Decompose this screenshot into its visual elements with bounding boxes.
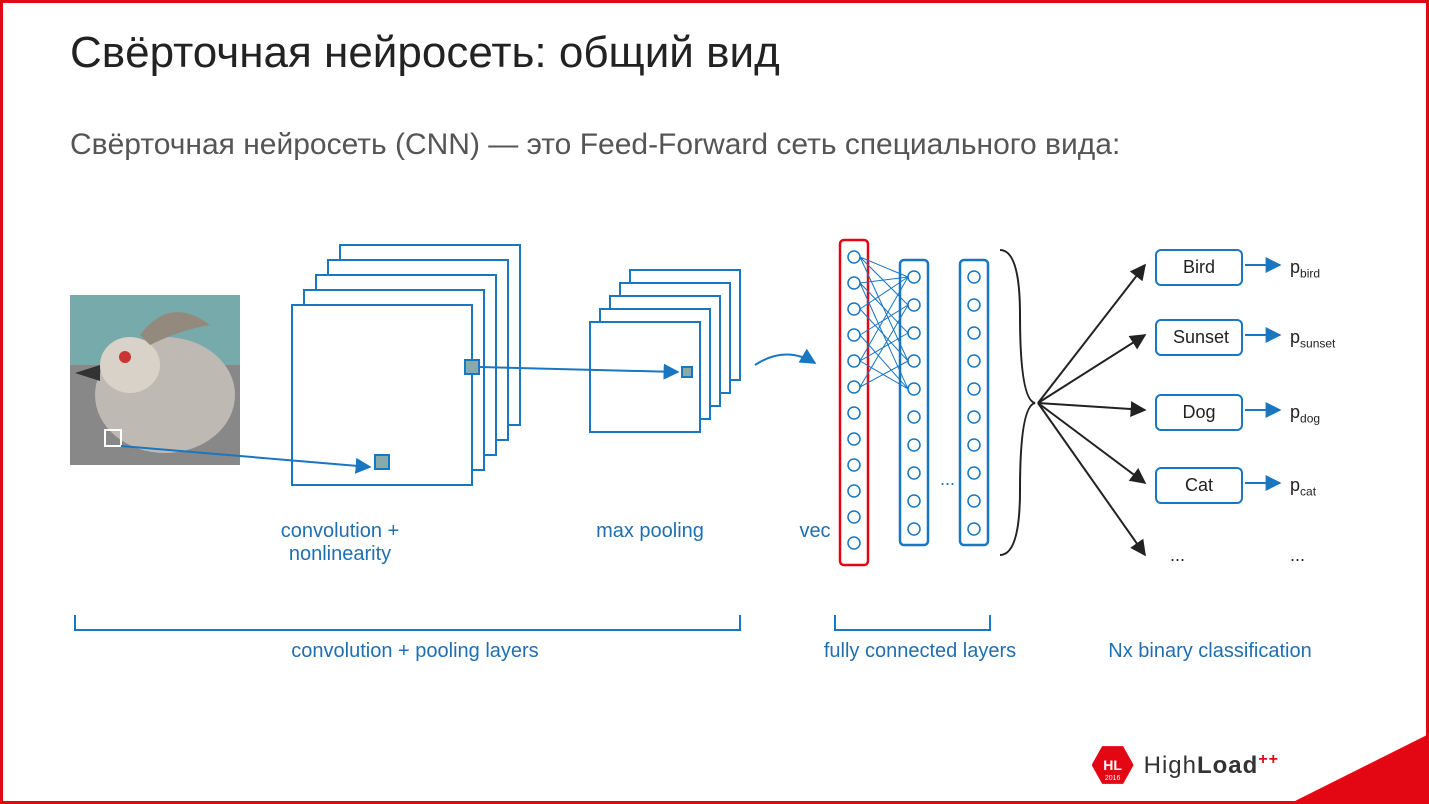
label-vec: vec	[790, 520, 840, 543]
hl-badge-icon: HL 2016	[1092, 744, 1134, 786]
pool-stack	[590, 270, 740, 432]
conv-stack-1	[292, 245, 520, 485]
slide-title: Свёрточная нейросеть: общий вид	[70, 28, 780, 78]
slide-subtitle: Свёрточная нейросеть (CNN) — это Feed-Fo…	[70, 125, 1370, 166]
label-pool: max pooling	[575, 520, 725, 543]
footer-logo: HL 2016 HighLoad++	[1092, 744, 1279, 786]
output-box-bird: Bird	[1155, 249, 1243, 286]
svg-text:...: ...	[940, 469, 955, 489]
label-fc: fully connected layers	[810, 640, 1030, 663]
output-ellipsis: ...	[1170, 545, 1185, 566]
output-box-cat: Cat	[1155, 467, 1243, 504]
label-conv: convolution +nonlinearity	[250, 520, 430, 566]
output-box-dog: Dog	[1155, 394, 1243, 431]
logo-text: HighLoad++	[1144, 751, 1279, 780]
prob-dog: pdog	[1290, 402, 1320, 426]
prob-bird: pbird	[1290, 257, 1320, 281]
prob-sunset: psunset	[1290, 327, 1335, 351]
label-section-left: convolution + pooling layers	[240, 640, 590, 663]
prob-cat: pcat	[1290, 475, 1316, 499]
cnn-diagram: ... convolution +nonlinearity max poolin…	[70, 235, 1370, 665]
output-box-sunset: Sunset	[1155, 319, 1243, 356]
slide-corner	[1289, 734, 1429, 804]
prob-ellipsis: ...	[1290, 545, 1305, 566]
label-section-right: Nx binary classification	[1090, 640, 1330, 663]
input-image	[70, 295, 240, 465]
